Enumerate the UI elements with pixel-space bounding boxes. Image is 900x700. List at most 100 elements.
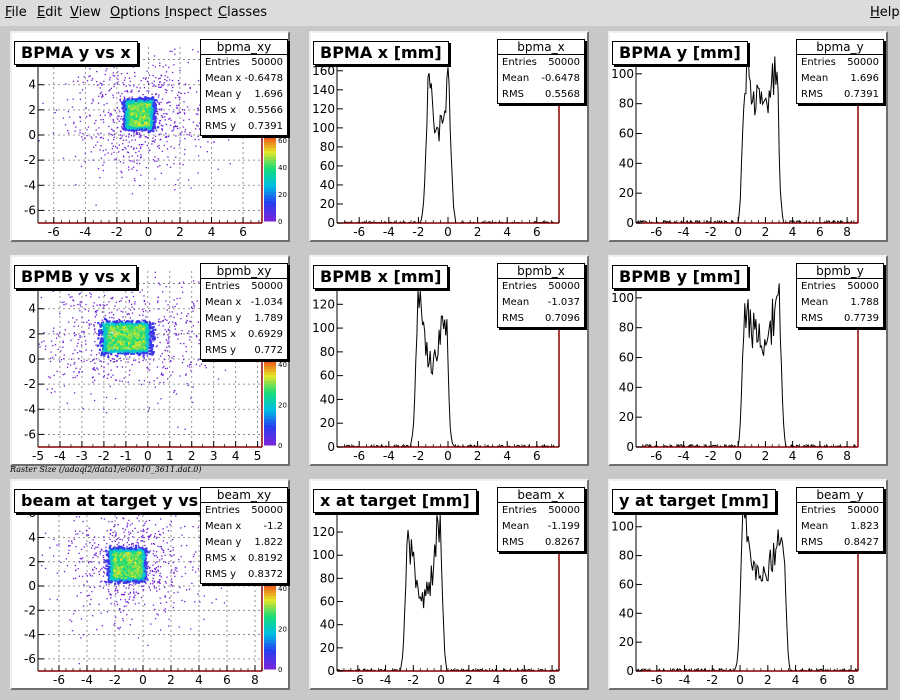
x-tick-label: -2 [706,673,718,687]
y-tick-label: 0 [626,664,634,678]
palette-cell [264,630,276,635]
palette-cell [264,194,276,199]
palette-cell [264,377,276,381]
y-tick-label: 60 [320,595,335,609]
menu-inspect[interactable]: Inspect [165,5,213,20]
x-tick-label: -6 [48,225,60,239]
histogram-line [635,502,858,672]
stats-label: Mean y [205,89,242,100]
stats-label: RMS [801,537,823,548]
x-tick-label: 4 [232,449,240,463]
y-tick-label: 100 [611,67,634,81]
stats-label: RMS [502,89,524,100]
palette-cell [264,168,276,172]
menu-options[interactable]: Options [110,5,161,20]
palette-cell [264,206,276,210]
pad-beam_x[interactable]: -6-4-202468020406080100120140x at target… [309,479,589,690]
palette-cell [264,392,276,396]
pad-bpma_y[interactable]: -6 -4 -2 0 2 4 6 8 0 20 40 60 80 100 BPMA y [mm] bpma_y… [608,31,888,242]
x-tick-label: -6 [353,449,365,463]
stats-row: Entries 50000 [797,55,883,71]
palette-tick-label: 20 [278,191,287,199]
pad-title: beam at target y vs x [14,489,222,513]
stats-value: 0.7391 [248,121,283,132]
y-tick-label: -4 [24,628,36,642]
x-tick-label: 6 [816,449,824,463]
palette-cell [264,386,276,390]
palette-cell [264,179,276,184]
y-tick-label: 100 [312,548,335,562]
stats-label: RMS x [205,105,237,116]
stats-label: Entries [205,505,240,516]
palette-cell [264,660,276,664]
stats-row: RMS 0.5568 [498,87,584,103]
stats-label: Entries [502,57,537,68]
stats-value: 0.8427 [844,537,879,548]
menu-view[interactable]: View [70,5,101,20]
menu-bar: File Edit View Options Inspect Classes Help [0,0,900,27]
x-tick-label: -4 [81,673,93,687]
stats-label: RMS [502,537,524,548]
menu-edit[interactable]: Edit [37,5,63,20]
stats-row: RMS 0.8267 [498,535,584,551]
pad-bpma_x[interactable]: -6-4-20246020406080100120140160180BPMA x… [309,31,589,242]
x-tick-label: 4 [789,449,797,463]
scatter-points [38,271,263,430]
palette-cell [264,642,276,647]
pad-beam_y[interactable]: -6-4-202468020406080100120y at target [m… [608,479,888,690]
x-tick-label: 4 [792,673,800,687]
stats-value: 50000 [251,281,283,292]
stats-label: Entries [205,57,240,68]
y-tick-label: 40 [320,618,335,632]
menu-help[interactable]: Help [870,5,900,20]
palette-cell [264,430,276,434]
x-tick-label: 2 [474,449,482,463]
palette-cell [264,421,276,425]
stats-label: RMS [801,89,823,100]
pad-bpmb_y[interactable]: -6 -4 -2 0 2 4 6 8 0 20 40 60 80 100 BPMB y [mm] bpmb_y… [608,255,888,466]
palette-cell [264,182,276,187]
palette-cell [264,607,276,611]
stats-value: 50000 [548,57,580,68]
stats-row: Mean 1.823 [797,519,883,535]
stats-name: bpma_xy [201,40,287,55]
x-tick-label: 4 [503,225,511,239]
x-tick-label: 0 [736,673,744,687]
y-tick-label: 80 [320,571,335,585]
menu-classes[interactable]: Classes [218,5,267,20]
stats-name: bpma_y [797,40,883,55]
stats-value: 1.822 [254,537,283,548]
y-tick-label: 0 [626,216,634,230]
y-tick-label: 40 [320,178,335,192]
stats-label: RMS x [205,329,237,340]
y-tick-label: -2 [24,377,36,391]
y-tick-label: -6 [24,652,36,666]
pad-beam_xy[interactable]: 0 20 40 -6 -4 -2 0 2 4 6 8 -6 -4 -2 0 2 4 6 beam at target… [10,479,290,690]
x-tick-label: -4 [383,225,395,239]
y-tick-label: 2 [28,555,36,569]
stats-value: -1.199 [547,521,580,532]
stats-label: RMS y [205,121,237,132]
pad-title: BPMA y vs x [14,41,138,65]
palette-cell [264,418,276,423]
stats-label: RMS y [205,345,237,356]
palette-cell [264,663,276,667]
y-tick-label: 4 [28,302,36,316]
menu-file[interactable]: File [5,5,27,20]
stats-label: Mean x [205,73,242,84]
palette-cell [264,165,276,169]
y-tick-label: 40 [619,606,634,620]
y-tick-label: 20 [619,186,634,200]
pad-bpmb_x[interactable]: -6-4-20246020406080100120140BPMB x [mm]b… [309,255,589,466]
y-tick-label: 100 [611,520,634,534]
palette-cell [264,406,276,411]
stats-name: beam_xy [201,488,287,503]
palette-cell [264,389,276,393]
stats-row: Mean -1.199 [498,519,584,535]
stats-value: 0.8372 [248,569,283,580]
palette-cell [264,598,276,603]
x-tick-label: 4 [493,673,501,687]
